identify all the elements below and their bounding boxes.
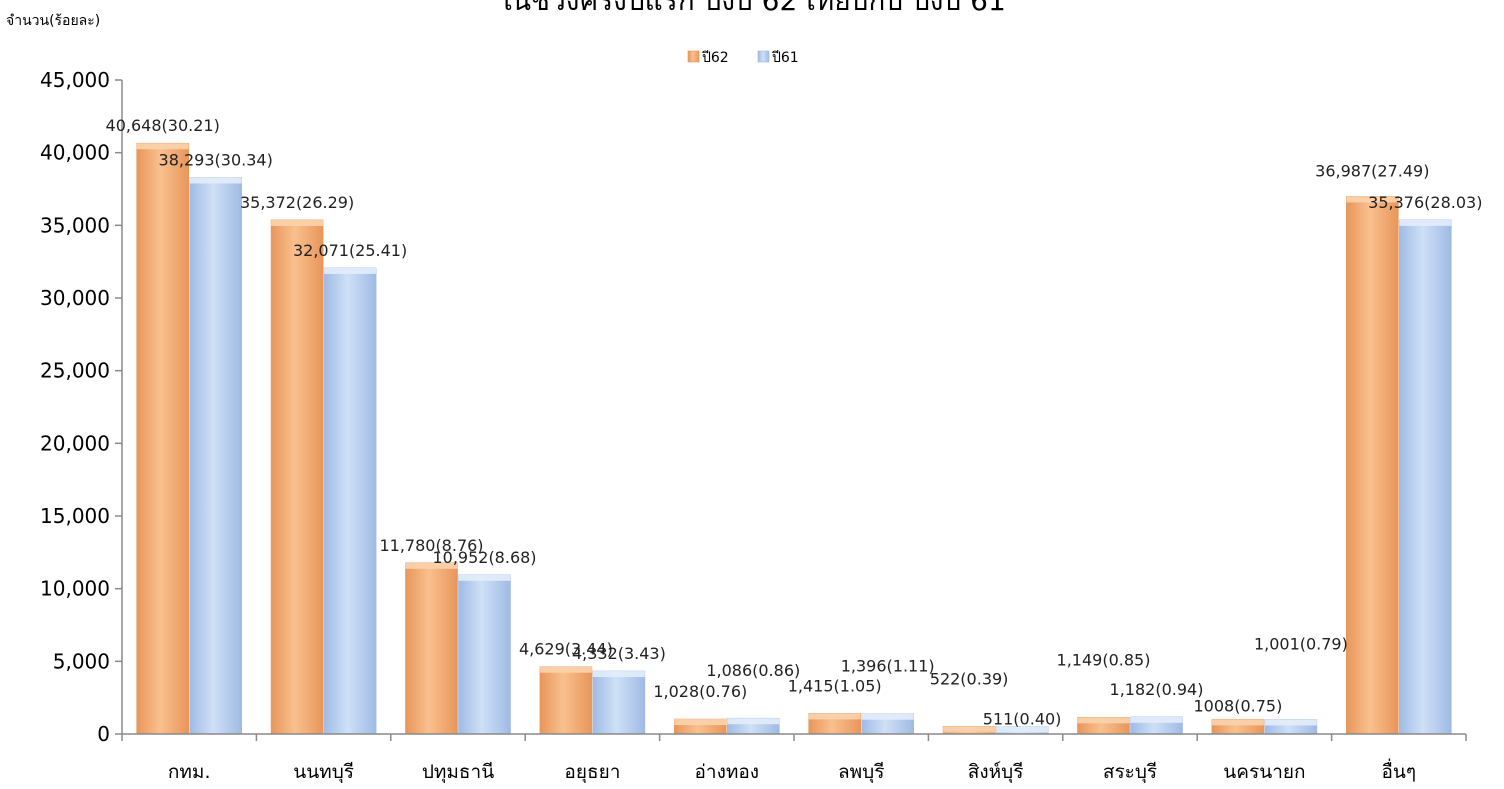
bar-y61: [592, 670, 646, 735]
y-axis: 0 5,000 10,000 15,000 20,000 25,000 30,000 35,0…: [40, 68, 123, 746]
bar-top-highlight: [324, 267, 377, 274]
bar-y61: [323, 267, 377, 735]
bar-top-highlight: [943, 726, 996, 733]
data-label: 35,376(28.03): [1368, 193, 1482, 212]
x-tick-label: สิงห์บุรี: [968, 761, 1024, 784]
data-label: 35,372(26.29): [240, 193, 354, 212]
data-label: 32,071(25.41): [293, 241, 407, 260]
data-label: 10,952(8.68): [432, 548, 536, 567]
x-tick-label: อื่นๆ: [1381, 758, 1416, 783]
data-label: 1,001(0.79): [1254, 634, 1348, 653]
data-label: 522(0.39): [930, 669, 1009, 688]
bar-y61: [189, 177, 242, 735]
x-tick-label: นนทบุรี: [293, 761, 354, 784]
data-labels: 40,648(30.21) 35,372(26.29) 11,780(8.76) 4,…: [106, 116, 1483, 728]
legend-label: ปี61: [772, 50, 799, 66]
bar-y61: [1399, 219, 1452, 735]
bar-top-highlight: [861, 713, 914, 720]
data-label: 1,415(1.05): [788, 676, 882, 695]
bar-top-highlight: [996, 726, 1049, 733]
bar-top-highlight: [1346, 196, 1399, 203]
x-tick-label: ลพบุรี: [838, 761, 884, 784]
bar-top-highlight: [1211, 719, 1264, 726]
data-label: 4,629(3.44): [519, 640, 613, 659]
bar-y62: [136, 142, 189, 735]
bar-top-highlight: [1399, 219, 1452, 226]
y-tick-label: 20,000: [40, 431, 110, 455]
data-label: 511(0.40): [983, 710, 1062, 729]
data-label: 1,028(0.76): [653, 682, 747, 701]
x-tick-label: ปทุมธานี: [422, 761, 494, 784]
bar-y62: [1346, 196, 1399, 735]
data-label: 1,149(0.85): [1057, 650, 1151, 669]
y-tick-label: 0: [97, 722, 110, 746]
bar-top-highlight: [539, 666, 592, 673]
bar-y62: [405, 562, 458, 735]
x-tick-label: กทม.: [168, 761, 211, 783]
bar-top-highlight: [727, 718, 780, 725]
y-axis-unit-label: จำนวน(ร้อยละ): [6, 13, 100, 29]
data-label: 4,332(3.43): [572, 644, 666, 663]
data-label: 1,182(0.94): [1110, 680, 1204, 699]
x-tick-label: อ่างทอง: [695, 761, 760, 783]
bar-top-highlight: [1264, 719, 1317, 726]
bar-top-highlight: [271, 219, 324, 226]
data-label: 40,648(30.21): [106, 116, 220, 135]
chart-title: ในช่วงครึ่งปีแรก ปีงบ 62 เทียบกับ ปีงบ 6…: [498, 0, 1006, 17]
data-label: 1,396(1.11): [841, 657, 935, 676]
y-tick-label: 5,000: [53, 649, 110, 673]
legend-swatch: [687, 50, 700, 63]
data-label: 1008(0.75): [1193, 696, 1282, 715]
bar-top-highlight: [458, 574, 511, 581]
bar-top-highlight: [1130, 716, 1183, 723]
bar-y61: [458, 574, 511, 735]
bars: [136, 142, 1452, 735]
y-tick-label: 40,000: [40, 141, 110, 165]
data-label: 38,293(30.34): [159, 150, 273, 169]
bar-top-highlight: [1077, 717, 1130, 724]
bar-top-highlight: [808, 713, 861, 720]
y-tick-label: 15,000: [40, 504, 110, 528]
legend: ปี62 ปี61: [687, 50, 799, 66]
bar-y62: [539, 666, 593, 735]
x-tick-label: อยุธยา: [564, 761, 620, 784]
data-label: 36,987(27.49): [1315, 161, 1429, 180]
bar-top-highlight: [592, 671, 645, 678]
y-tick-label: 30,000: [40, 286, 110, 310]
y-tick-label: 25,000: [40, 359, 110, 383]
y-tick-label: 35,000: [40, 213, 110, 237]
bar-y62: [270, 219, 324, 735]
bar-top-highlight: [189, 177, 242, 184]
bar-top-highlight: [405, 562, 458, 569]
x-tick-label: สระบุรี: [1103, 761, 1157, 784]
bar-top-highlight: [136, 143, 189, 150]
data-label: 11,780(8.76): [379, 536, 483, 555]
x-tick-label: นครนายก: [1223, 761, 1305, 783]
data-label: 1,086(0.86): [706, 661, 800, 680]
legend-label: ปี62: [702, 50, 729, 66]
x-axis: กทม. นนทบุรี ปทุมธานี อยุธยา อ่างทอง ลพบุรี สิ…: [121, 733, 1467, 784]
y-tick-label: 45,000: [40, 68, 110, 92]
bar-top-highlight: [674, 719, 727, 726]
y-tick-label: 10,000: [40, 577, 110, 601]
legend-swatch: [757, 50, 770, 63]
